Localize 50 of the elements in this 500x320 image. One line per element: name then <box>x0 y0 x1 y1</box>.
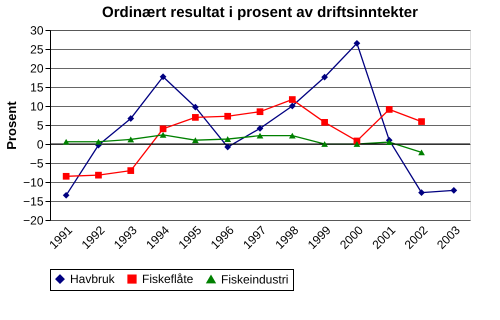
point <box>95 138 102 145</box>
point <box>224 144 232 150</box>
point <box>418 189 425 196</box>
point <box>127 136 134 142</box>
point <box>288 102 296 110</box>
y-tick-label: 10 <box>30 100 44 114</box>
chart-title: Ordinært resultat i prosent av driftsinntekter <box>102 4 418 21</box>
y-tick-label: −15 <box>23 194 44 208</box>
point <box>160 132 166 138</box>
y-tick-label: 20 <box>30 62 44 76</box>
point <box>95 172 102 179</box>
y-axis-title: Prosent <box>4 100 20 150</box>
point <box>192 104 199 110</box>
y-tick-label: 15 <box>30 80 44 94</box>
point <box>354 40 360 47</box>
point <box>62 172 70 180</box>
point <box>127 167 134 174</box>
y-tick-label: 25 <box>30 42 44 56</box>
point <box>418 149 425 156</box>
y-tick-label: 30 <box>30 24 44 38</box>
point <box>160 73 166 80</box>
y-tick-label: −10 <box>23 176 44 190</box>
point <box>256 132 264 139</box>
point <box>256 108 264 116</box>
point <box>418 118 425 125</box>
point <box>160 125 166 132</box>
legend-label: Havbruk <box>70 272 116 286</box>
legend-label: Fiskeflåte <box>142 272 194 286</box>
point <box>192 114 199 121</box>
point <box>256 125 264 132</box>
point <box>62 192 70 199</box>
y-tick-label: −5 <box>30 156 44 170</box>
legend-label: Fiskeindustri <box>221 272 288 286</box>
point <box>62 138 70 145</box>
point <box>288 132 296 139</box>
y-tick-label: 0 <box>36 138 44 152</box>
point <box>450 187 458 194</box>
point <box>288 96 296 103</box>
point <box>224 112 232 120</box>
point <box>321 118 328 126</box>
y-tick-label: −20 <box>23 214 44 228</box>
point <box>386 106 393 113</box>
point <box>354 141 360 147</box>
point <box>127 115 134 122</box>
point <box>224 136 232 142</box>
point <box>386 139 393 146</box>
point <box>192 137 199 144</box>
point <box>321 74 328 80</box>
point <box>321 141 328 147</box>
y-tick-label: 5 <box>36 118 44 132</box>
